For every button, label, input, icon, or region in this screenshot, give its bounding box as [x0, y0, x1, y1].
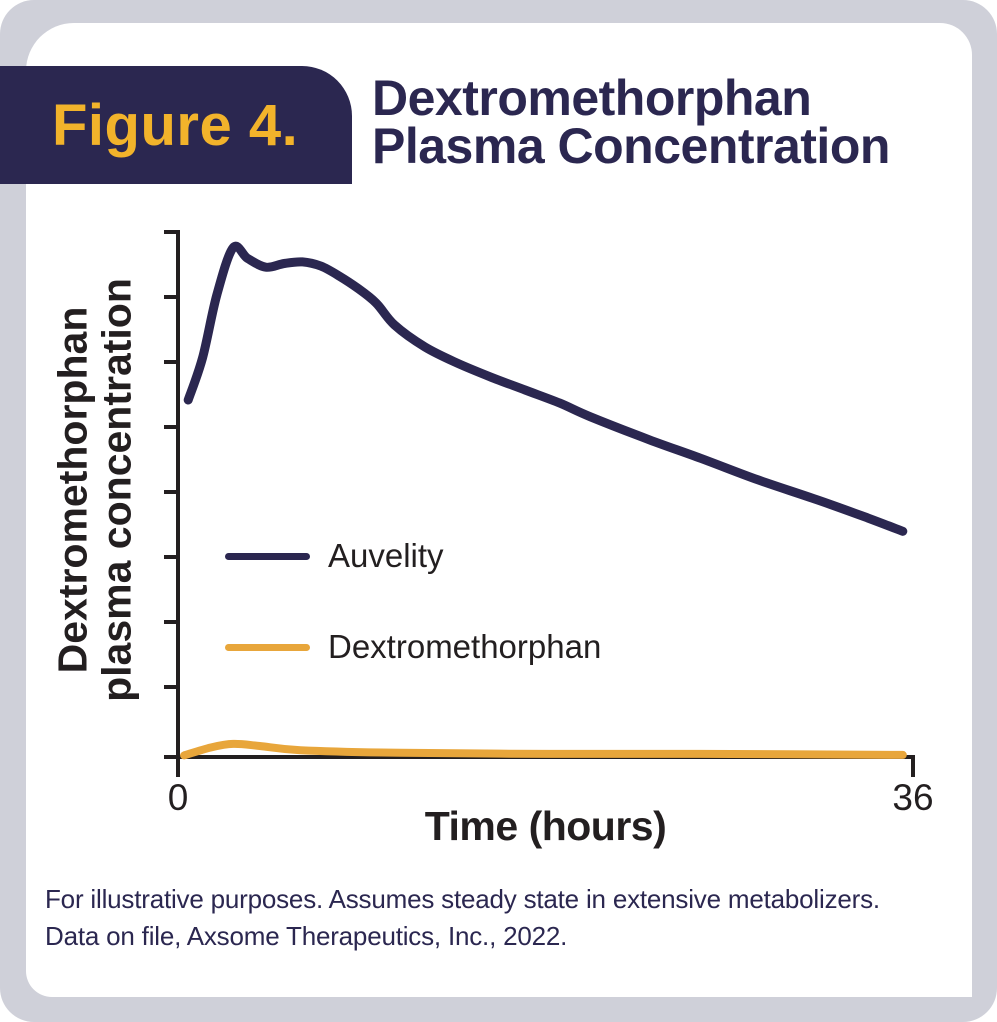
x-tick-label-36: 36: [892, 777, 934, 818]
legend-label-dextromethorphan: Dextromethorphan: [328, 628, 602, 665]
auvelity-line-swatch-icon: [225, 552, 310, 560]
chart-axes: [164, 230, 915, 777]
figure-title-line1: Dextromethorphan: [372, 70, 812, 126]
footnote-line2: Data on file, Axsome Therapeutics, Inc.,…: [45, 920, 568, 951]
legend-item-auvelity: Auvelity: [225, 536, 444, 576]
legend-item-dextromethorphan: Dextromethorphan: [225, 627, 601, 667]
x-axis-label: Time (hours): [424, 803, 667, 849]
x-tick-label-0: 0: [167, 777, 189, 818]
figure-card: [26, 23, 972, 997]
figure-number-label: Figure 4.: [52, 92, 299, 158]
figure-title: Dextromethorphan Plasma Concentration: [372, 70, 890, 174]
figure-title-line2: Plasma Concentration: [372, 118, 890, 174]
figure-footnote: For illustrative purposes. Assumes stead…: [45, 881, 880, 955]
dextromethorphan-line-swatch-icon: [225, 643, 310, 651]
chart-series-lines: [180, 241, 908, 760]
figure-number-badge: Figure 4.: [0, 66, 352, 184]
footnote-line1: For illustrative purposes. Assumes stead…: [45, 884, 880, 914]
legend-label-auvelity: Auvelity: [328, 537, 444, 574]
